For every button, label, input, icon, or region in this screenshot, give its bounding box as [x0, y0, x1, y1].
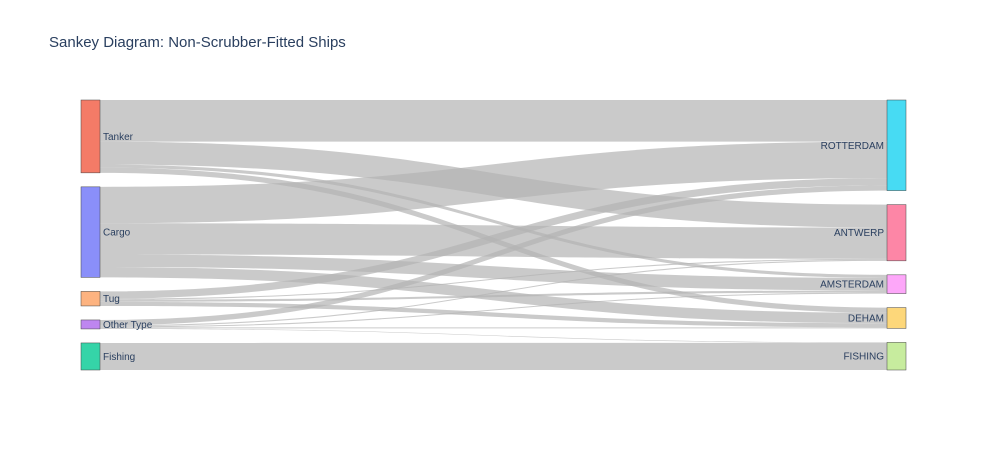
node-rotterdam[interactable]	[886, 99, 907, 191]
node-label-deham: DEHAM	[848, 313, 884, 324]
nodes-layer	[80, 99, 907, 371]
node-fishing[interactable]	[80, 342, 101, 371]
link-cargo-to-rotterdam[interactable]	[100, 141, 887, 224]
link-other-type-to-antwerp[interactable]	[100, 259, 887, 327]
node-label-tug: Tug	[103, 294, 120, 305]
link-tug-to-amsterdam[interactable]	[100, 290, 887, 302]
node-fishing[interactable]	[886, 342, 907, 371]
link-other-type-to-rotterdam[interactable]	[100, 185, 887, 326]
node-label-antwerp: ANTWERP	[834, 228, 884, 239]
node-label-other-type: Other Type	[103, 320, 153, 331]
node-deham[interactable]	[886, 307, 907, 329]
link-tanker-to-rotterdam[interactable]	[100, 100, 887, 142]
link-cargo-to-amsterdam[interactable]	[100, 254, 887, 291]
node-other-type[interactable]	[80, 319, 101, 330]
link-tug-to-antwerp[interactable]	[100, 258, 887, 300]
link-other-type-to-amsterdam[interactable]	[100, 292, 887, 328]
node-label-fishing: Fishing	[103, 352, 135, 363]
node-label-rotterdam: ROTTERDAM	[821, 141, 884, 152]
node-tanker[interactable]	[80, 99, 101, 174]
node-antwerp[interactable]	[886, 204, 907, 262]
node-amsterdam[interactable]	[886, 274, 907, 294]
link-tug-to-rotterdam[interactable]	[100, 178, 887, 299]
node-label-tanker: Tanker	[103, 132, 134, 143]
labels-layer: Tanker Cargo Tug Other Type Fishing ROTTERDAM…	[103, 132, 884, 363]
link-tanker-to-amsterdam[interactable]	[100, 164, 887, 278]
node-tug[interactable]	[80, 291, 101, 307]
link-other-type-to-fishing[interactable]	[100, 328, 887, 343]
links-layer	[100, 100, 887, 370]
node-label-fishing: FISHING	[843, 352, 884, 363]
chart-title: Sankey Diagram: Non-Scrubber-Fitted Ship…	[49, 34, 346, 51]
node-cargo[interactable]	[80, 186, 101, 278]
link-fishing-to-fishing[interactable]	[100, 342, 887, 370]
node-label-amsterdam: AMSTERDAM	[820, 280, 884, 291]
link-other-type-to-deham[interactable]	[100, 327, 887, 329]
node-label-cargo: Cargo	[103, 228, 131, 239]
